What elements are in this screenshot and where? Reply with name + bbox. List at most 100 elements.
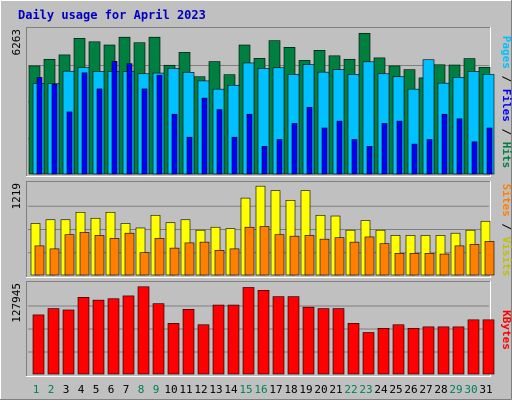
legend-entry: Visits xyxy=(500,237,512,277)
day-label-30: 30 xyxy=(464,383,477,396)
series-pages xyxy=(36,61,493,175)
day-label-31: 31 xyxy=(479,383,492,396)
y-max-label: 127945 xyxy=(10,283,23,323)
bar-kbytes-day-6 xyxy=(107,298,120,375)
bar-pages-day-29 xyxy=(456,118,463,175)
bar-kbytes-day-19 xyxy=(302,306,315,375)
bar-kbytes-day-4 xyxy=(77,297,90,375)
bar-kbytes-day-25 xyxy=(392,324,405,375)
day-label-29: 29 xyxy=(449,383,462,396)
bar-sites-day-11 xyxy=(184,242,195,276)
bar-pages-day-14 xyxy=(231,136,238,175)
bar-sites-day-31 xyxy=(484,241,495,276)
bar-sites-day-19 xyxy=(304,235,315,276)
bar-kbytes-day-28 xyxy=(437,326,450,375)
bar-pages-day-7 xyxy=(126,63,133,175)
bar-kbytes-day-20 xyxy=(317,308,330,375)
bar-pages-day-24 xyxy=(381,123,388,175)
bar-pages-day-17 xyxy=(276,139,283,175)
panel-pages-files-hits: 6263 xyxy=(10,27,495,177)
bar-kbytes-day-8 xyxy=(137,286,150,375)
bar-sites-day-5 xyxy=(94,235,105,276)
day-label-10: 10 xyxy=(164,383,177,396)
day-label-22: 22 xyxy=(344,383,357,396)
legend-separator: / xyxy=(500,217,512,237)
day-label-4: 4 xyxy=(78,383,85,396)
day-label-13: 13 xyxy=(209,383,222,396)
bar-sites-day-9 xyxy=(154,238,165,276)
legend-entry: Sites xyxy=(500,184,512,217)
day-label-21: 21 xyxy=(329,383,342,396)
bar-pages-day-28 xyxy=(441,113,448,175)
bar-pages-day-15 xyxy=(246,113,253,175)
bar-sites-day-26 xyxy=(409,253,420,276)
bar-kbytes-day-3 xyxy=(62,309,75,375)
bar-sites-day-1 xyxy=(34,245,45,276)
bar-pages-day-26 xyxy=(411,143,418,175)
bar-pages-day-8 xyxy=(141,88,148,175)
bar-sites-day-28 xyxy=(439,253,450,276)
bar-kbytes-day-11 xyxy=(182,308,195,375)
bar-kbytes-day-15 xyxy=(242,287,255,375)
bar-kbytes-day-26 xyxy=(407,327,420,375)
legend-separator: / xyxy=(500,69,512,89)
bar-sites-day-7 xyxy=(124,232,135,276)
bar-pages-day-22 xyxy=(351,139,358,175)
panel-sites-visits: 1219 xyxy=(10,181,495,278)
bar-pages-day-21 xyxy=(336,120,343,175)
bar-kbytes-day-27 xyxy=(422,326,435,375)
bar-sites-day-2 xyxy=(49,248,60,276)
bar-sites-day-12 xyxy=(199,241,210,276)
bar-sites-day-30 xyxy=(469,244,480,276)
bar-pages-day-30 xyxy=(471,141,478,175)
bar-pages-day-1 xyxy=(36,77,43,175)
bar-pages-day-12 xyxy=(201,97,208,175)
bar-kbytes-day-14 xyxy=(227,304,240,375)
bar-pages-day-27 xyxy=(426,139,433,175)
bar-sites-day-24 xyxy=(379,243,390,276)
y-max-label: 1219 xyxy=(10,183,23,210)
legend-entry: KBytes xyxy=(500,310,512,350)
day-label-11: 11 xyxy=(179,383,192,396)
legend-entry: Files xyxy=(500,89,512,122)
bar-sites-day-27 xyxy=(424,253,435,276)
day-label-16: 16 xyxy=(254,383,267,396)
side-labels: Pages / Files / Hits Sites / Visits KBytes xyxy=(500,36,512,350)
day-label-6: 6 xyxy=(108,383,115,396)
day-label-28: 28 xyxy=(434,383,447,396)
day-label-14: 14 xyxy=(224,383,238,396)
side-legend-3: KBytes xyxy=(500,310,512,350)
bar-sites-day-23 xyxy=(364,236,375,276)
bar-pages-day-20 xyxy=(321,127,328,175)
bar-sites-day-18 xyxy=(289,235,300,276)
day-label-20: 20 xyxy=(314,383,327,396)
bar-pages-day-6 xyxy=(111,61,118,175)
day-label-1: 1 xyxy=(33,383,40,396)
day-label-7: 7 xyxy=(123,383,130,396)
series-sites xyxy=(34,226,495,276)
bar-sites-day-16 xyxy=(259,226,270,276)
bar-pages-day-18 xyxy=(291,123,298,175)
day-label-12: 12 xyxy=(194,383,207,396)
day-label-5: 5 xyxy=(93,383,100,396)
side-legend-2: Sites / Visits xyxy=(500,184,512,277)
chart-panels: 6263 1219 127945 xyxy=(10,27,495,377)
series-kbytes xyxy=(32,286,495,375)
bar-sites-day-20 xyxy=(319,238,330,276)
chart-title: Daily usage for April 2023 xyxy=(18,8,206,22)
bar-kbytes-day-1 xyxy=(32,314,45,375)
day-label-26: 26 xyxy=(404,383,417,396)
bar-pages-day-13 xyxy=(216,109,223,175)
bar-sites-day-15 xyxy=(244,226,255,276)
panel-kbytes: 127945 xyxy=(10,281,495,377)
bar-pages-day-10 xyxy=(171,113,178,175)
bar-sites-day-14 xyxy=(229,248,240,276)
bar-sites-day-4 xyxy=(79,232,90,276)
bar-kbytes-day-12 xyxy=(197,324,210,375)
bar-sites-day-17 xyxy=(274,234,285,276)
bar-pages-day-2 xyxy=(51,84,58,175)
bar-kbytes-day-30 xyxy=(467,319,480,375)
day-label-18: 18 xyxy=(284,383,297,396)
